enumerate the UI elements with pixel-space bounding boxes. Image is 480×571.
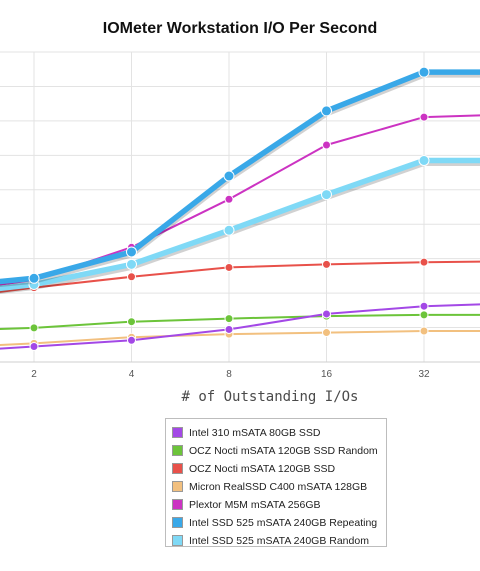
series-0 bbox=[0, 301, 480, 351]
legend-item: Micron RealSSD C400 mSATA 128GB bbox=[172, 479, 367, 494]
legend-item: OCZ Nocti mSATA 120GB SSD Random bbox=[172, 443, 378, 458]
chart-title: IOMeter Workstation I/O Per Second bbox=[102, 20, 378, 37]
data-point bbox=[322, 328, 331, 338]
data-point bbox=[224, 194, 234, 204]
data-point bbox=[29, 342, 39, 351]
x-tick-label: 2 bbox=[31, 369, 37, 380]
data-point bbox=[419, 310, 429, 320]
legend-label: Intel SSD 525 mSATA 240GB Random bbox=[189, 534, 369, 547]
legend-swatch bbox=[172, 445, 183, 456]
chart-legend: Intel 310 mSATA 80GB SSD OCZ Nocti mSATA … bbox=[165, 418, 387, 547]
data-point bbox=[224, 314, 234, 324]
x-tick-label: 8 bbox=[226, 369, 232, 380]
x-tick-labels: 2 4 8 16 32 bbox=[31, 369, 430, 380]
data-point bbox=[224, 324, 234, 334]
legend-label: OCZ Nocti mSATA 120GB SSD Random bbox=[189, 444, 378, 457]
data-point bbox=[419, 257, 429, 267]
data-point bbox=[322, 309, 331, 319]
data-point bbox=[224, 262, 234, 272]
data-point bbox=[419, 326, 429, 336]
data-point bbox=[322, 259, 331, 269]
legend-swatch bbox=[172, 535, 183, 546]
data-point bbox=[126, 246, 137, 258]
data-point bbox=[321, 105, 332, 117]
data-point bbox=[29, 323, 39, 333]
series-layer bbox=[0, 66, 480, 351]
legend-swatch bbox=[172, 517, 183, 528]
x-tick-label: 32 bbox=[418, 369, 430, 380]
legend-item: Intel SSD 525 mSATA 240GB Repeating bbox=[172, 515, 377, 530]
data-point bbox=[223, 224, 235, 236]
legend-label: Micron RealSSD C400 mSATA 128GB bbox=[189, 480, 368, 493]
x-tick-label: 16 bbox=[321, 369, 333, 380]
legend-item: OCZ Nocti mSATA 120GB SSD bbox=[172, 461, 335, 476]
legend-label: Plextor M5M mSATA 256GB bbox=[189, 498, 321, 511]
data-point bbox=[419, 112, 429, 122]
data-point bbox=[418, 66, 430, 78]
data-point bbox=[127, 317, 136, 327]
legend-swatch bbox=[172, 481, 183, 492]
data-point bbox=[321, 189, 332, 201]
plot-area bbox=[0, 52, 480, 362]
legend-item: Intel 310 mSATA 80GB SSD bbox=[172, 425, 321, 440]
x-axis-label: # of Outstanding I/Os bbox=[181, 389, 358, 405]
data-point bbox=[127, 335, 136, 345]
legend-swatch bbox=[172, 463, 183, 474]
data-point bbox=[418, 155, 430, 166]
data-point bbox=[419, 301, 429, 311]
data-point bbox=[126, 258, 137, 270]
x-tick-label: 4 bbox=[129, 369, 135, 380]
data-point bbox=[223, 170, 235, 182]
grid-layer bbox=[0, 51, 480, 363]
data-point bbox=[322, 140, 331, 150]
data-point bbox=[127, 272, 136, 282]
legend-item: Plextor M5M mSATA 256GB bbox=[172, 497, 321, 512]
legend-label: OCZ Nocti mSATA 120GB SSD bbox=[189, 462, 336, 475]
legend-label: Intel SSD 525 mSATA 240GB Repeating bbox=[189, 516, 378, 529]
legend-label: Intel 310 mSATA 80GB SSD bbox=[189, 426, 321, 439]
series-5 bbox=[0, 66, 480, 288]
legend-swatch bbox=[172, 427, 183, 438]
data-point bbox=[28, 272, 40, 284]
legend-swatch bbox=[172, 499, 183, 510]
legend-item: Intel SSD 525 mSATA 240GB Random bbox=[172, 533, 369, 548]
